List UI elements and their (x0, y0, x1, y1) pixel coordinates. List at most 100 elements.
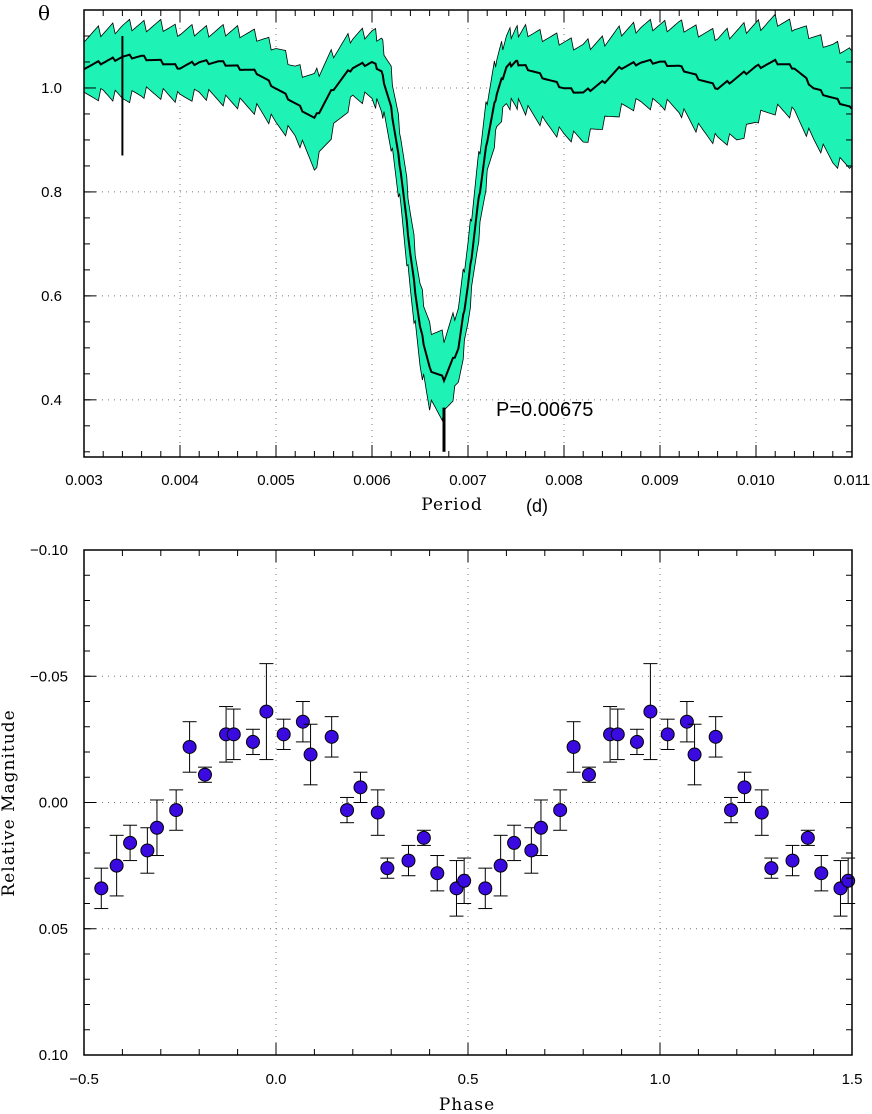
data-point (737, 771, 752, 803)
data-point (687, 723, 702, 786)
x-tick-label: 0.004 (161, 472, 199, 489)
x-tick-label: −0.5 (69, 1071, 99, 1088)
phase-curve-ticks (83, 549, 853, 1056)
data-point (785, 844, 800, 877)
periodogram-y-tick-labels: 0.4 0.6 0.8 1.0 (41, 80, 62, 409)
data-point (226, 708, 241, 761)
data-point (169, 789, 184, 831)
phase-curve-points (94, 663, 856, 917)
y-tick-label: −0.05 (30, 668, 68, 685)
y-tick-label: 0.00 (39, 795, 68, 812)
x-tick-label: 0.003 (65, 472, 103, 489)
data-marker (123, 835, 138, 850)
data-marker (430, 866, 445, 881)
data-marker (679, 714, 694, 729)
data-marker (276, 727, 291, 742)
y-tick-label: 0.05 (39, 921, 68, 938)
data-point (401, 844, 416, 877)
data-marker (800, 830, 815, 845)
periodogram-x-axis-unit: (d) (526, 496, 548, 516)
x-tick-label: 1.5 (842, 1071, 863, 1088)
x-tick-label: 0.008 (545, 472, 583, 489)
data-marker (724, 803, 739, 818)
periodogram-x-axis-title: Period (421, 495, 482, 515)
data-point (259, 663, 274, 761)
data-point (610, 708, 625, 761)
data-point (833, 860, 848, 917)
y-tick-label: 0.10 (39, 1047, 68, 1064)
data-point (553, 789, 568, 831)
phase-curve-panel: −0.5 0.0 0.5 1.0 1.5 −0.10−0.050.000.050.10 … (0, 542, 862, 1114)
data-point (416, 829, 431, 846)
data-marker (226, 727, 241, 742)
data-point (182, 721, 197, 773)
x-tick-label: 0.0 (266, 1071, 287, 1088)
y-tick-label: 0.6 (41, 288, 62, 305)
data-point (754, 789, 769, 836)
phase-curve-y-axis-title: Relative Magnitude (0, 709, 19, 896)
data-marker (524, 843, 539, 858)
phase-curve-x-tick-labels: −0.5 0.0 0.5 1.0 1.5 (69, 1071, 862, 1088)
data-marker (660, 727, 675, 742)
data-point (841, 857, 856, 904)
data-point (708, 716, 723, 758)
data-marker (553, 803, 568, 818)
data-point (764, 857, 779, 879)
data-marker (109, 858, 124, 873)
data-marker (140, 843, 155, 858)
data-point (109, 834, 124, 897)
data-marker (581, 767, 596, 782)
data-marker (324, 729, 339, 744)
x-tick-label: 0.010 (737, 472, 775, 489)
periodogram-x-tick-labels: 0.003 0.004 0.005 0.006 0.007 0.008 0.009 0.010… (65, 472, 870, 489)
data-marker (764, 861, 779, 876)
periodogram-panel: P=0.00675 0.003 0.004 0.005 0.006 0.007 0.008… (38, 1, 870, 516)
data-point (295, 701, 310, 743)
data-point (353, 771, 368, 803)
data-point (149, 799, 164, 857)
data-point (140, 827, 155, 874)
data-marker (533, 820, 548, 835)
data-point (524, 827, 539, 874)
data-point (303, 723, 318, 786)
data-point (800, 829, 815, 846)
y-tick-label: 1.0 (41, 80, 62, 97)
data-marker (259, 704, 274, 719)
phase-curve-grid (84, 550, 852, 1055)
data-point (566, 721, 581, 773)
data-point (478, 867, 493, 910)
data-point (493, 834, 508, 897)
data-marker (380, 861, 395, 876)
y-tick-label: 0.4 (41, 392, 62, 409)
data-point (324, 716, 339, 758)
periodogram-ticks (83, 10, 853, 457)
data-marker (303, 747, 318, 762)
data-point (370, 789, 385, 836)
data-marker (416, 830, 431, 845)
data-point (533, 799, 548, 857)
data-point (507, 824, 522, 862)
data-marker (610, 727, 625, 742)
data-point (197, 766, 212, 783)
best-period-annotation: P=0.00675 (496, 399, 593, 421)
x-tick-label: 0.006 (353, 472, 391, 489)
data-marker (353, 780, 368, 795)
data-marker (197, 767, 212, 782)
data-point (430, 855, 445, 892)
data-marker (629, 734, 644, 749)
data-marker (785, 853, 800, 868)
data-marker (566, 739, 581, 754)
data-marker (169, 803, 184, 818)
data-marker (149, 820, 164, 835)
x-tick-label: 0.007 (449, 472, 487, 489)
data-point (629, 728, 644, 756)
data-marker (507, 835, 522, 850)
data-point (276, 718, 291, 750)
periodogram-grid (84, 10, 852, 457)
data-point (457, 857, 472, 904)
data-marker (687, 747, 702, 762)
x-tick-label: 0.5 (458, 1071, 479, 1088)
data-marker (708, 729, 723, 744)
data-point (449, 860, 464, 917)
